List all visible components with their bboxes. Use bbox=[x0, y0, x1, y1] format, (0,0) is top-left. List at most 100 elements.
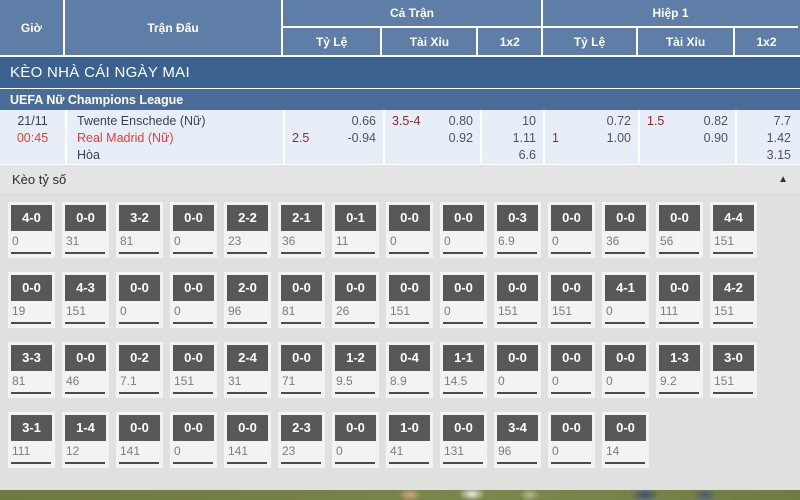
full-handicap-away-odd[interactable]: -0.94 bbox=[347, 131, 377, 145]
half-handicap-home-odd[interactable]: 0.72 bbox=[606, 114, 631, 128]
score-cell[interactable]: 0-0 0 bbox=[170, 272, 217, 328]
score-box[interactable]: 3-2 bbox=[119, 205, 160, 231]
score-box[interactable]: 0-0 bbox=[659, 205, 700, 231]
score-cell[interactable]: 1-1 14.5 bbox=[440, 342, 487, 398]
score-cell[interactable]: 0-0 151 bbox=[548, 272, 595, 328]
score-box[interactable]: 0-0 bbox=[173, 345, 214, 371]
score-cell[interactable]: 0-0 0 bbox=[602, 342, 649, 398]
match-teams-cell[interactable]: Twente Enschede (Nữ) Real Madrid (Nữ) Hò… bbox=[65, 110, 283, 164]
away-team-name[interactable]: Real Madrid (Nữ) bbox=[77, 131, 174, 145]
score-box[interactable]: 3-3 bbox=[11, 345, 52, 371]
score-box[interactable]: 0-0 bbox=[173, 275, 214, 301]
score-box[interactable]: 0-0 bbox=[65, 205, 106, 231]
score-cell[interactable]: 0-0 31 bbox=[62, 202, 109, 258]
score-cell[interactable]: 0-0 71 bbox=[278, 342, 325, 398]
score-box[interactable]: 0-0 bbox=[551, 415, 592, 441]
score-box[interactable]: 0-1 bbox=[335, 205, 376, 231]
full-1x2-odd-3[interactable]: 6.6 bbox=[518, 148, 536, 162]
score-cell[interactable]: 1-0 41 bbox=[386, 412, 433, 468]
score-box[interactable]: 2-2 bbox=[227, 205, 268, 231]
score-box[interactable]: 0-0 bbox=[551, 205, 592, 231]
score-box[interactable]: 0-0 bbox=[281, 345, 322, 371]
score-box[interactable]: 4-4 bbox=[713, 205, 754, 231]
score-box[interactable]: 0-0 bbox=[389, 205, 430, 231]
full-handicap-home-odd[interactable]: 0.66 bbox=[351, 114, 376, 128]
score-cell[interactable]: 2-2 23 bbox=[224, 202, 271, 258]
score-cell[interactable]: 3-2 81 bbox=[116, 202, 163, 258]
league-bar[interactable]: UEFA Nữ Champions League bbox=[0, 89, 800, 110]
score-cell[interactable]: 0-0 0 bbox=[548, 202, 595, 258]
score-cell[interactable]: 4-3 151 bbox=[62, 272, 109, 328]
half-1x2-odd-3[interactable]: 3.15 bbox=[766, 148, 791, 162]
score-box[interactable]: 0-0 bbox=[443, 415, 484, 441]
score-cell[interactable]: 0-0 131 bbox=[440, 412, 487, 468]
score-cell[interactable]: 0-0 46 bbox=[62, 342, 109, 398]
score-box[interactable]: 0-3 bbox=[497, 205, 538, 231]
score-cell[interactable]: 3-3 81 bbox=[8, 342, 55, 398]
full-over-odd[interactable]: 0.80 bbox=[448, 114, 473, 128]
score-box[interactable]: 0-0 bbox=[281, 275, 322, 301]
score-cell[interactable]: 1-2 9.5 bbox=[332, 342, 379, 398]
score-box[interactable]: 0-0 bbox=[551, 345, 592, 371]
score-cell[interactable]: 0-0 14 bbox=[602, 412, 649, 468]
half-handicap-away-odd[interactable]: 1.00 bbox=[606, 131, 631, 145]
half-1x2-odd-2[interactable]: 1.42 bbox=[766, 131, 791, 145]
score-cell[interactable]: 4-1 0 bbox=[602, 272, 649, 328]
score-box[interactable]: 4-3 bbox=[65, 275, 106, 301]
score-cell[interactable]: 2-0 96 bbox=[224, 272, 271, 328]
score-box[interactable]: 1-3 bbox=[659, 345, 700, 371]
score-box[interactable]: 0-0 bbox=[443, 275, 484, 301]
score-box[interactable]: 4-2 bbox=[713, 275, 754, 301]
score-cell[interactable]: 1-4 12 bbox=[62, 412, 109, 468]
score-cell[interactable]: 0-0 151 bbox=[494, 272, 541, 328]
score-box[interactable]: 0-0 bbox=[335, 275, 376, 301]
score-box[interactable]: 4-0 bbox=[11, 205, 52, 231]
full-under-odd[interactable]: 0.92 bbox=[448, 131, 473, 145]
score-cell[interactable]: 0-0 0 bbox=[116, 272, 163, 328]
score-box[interactable]: 0-0 bbox=[443, 205, 484, 231]
score-cell[interactable]: 0-0 36 bbox=[602, 202, 649, 258]
half-1x2-odd-1[interactable]: 7.7 bbox=[773, 114, 791, 128]
score-cell[interactable]: 0-1 11 bbox=[332, 202, 379, 258]
collapse-arrow-icon[interactable]: ▲ bbox=[778, 174, 788, 185]
score-box[interactable]: 0-2 bbox=[119, 345, 160, 371]
score-box[interactable]: 0-0 bbox=[551, 275, 592, 301]
score-cell[interactable]: 4-2 151 bbox=[710, 272, 757, 328]
score-box[interactable]: 0-0 bbox=[335, 415, 376, 441]
score-box[interactable]: 1-1 bbox=[443, 345, 484, 371]
score-cell[interactable]: 0-0 141 bbox=[224, 412, 271, 468]
score-cell[interactable]: 0-0 141 bbox=[116, 412, 163, 468]
score-cell[interactable]: 3-4 96 bbox=[494, 412, 541, 468]
score-box[interactable]: 0-0 bbox=[227, 415, 268, 441]
score-cell[interactable]: 0-0 151 bbox=[170, 342, 217, 398]
full-1x2-odd-1[interactable]: 10 bbox=[522, 114, 536, 128]
score-cell[interactable]: 0-4 8.9 bbox=[386, 342, 433, 398]
score-cell[interactable]: 0-0 56 bbox=[656, 202, 703, 258]
score-cell[interactable]: 0-0 0 bbox=[332, 412, 379, 468]
score-cell[interactable]: 0-0 0 bbox=[440, 272, 487, 328]
score-cell[interactable]: 0-3 6.9 bbox=[494, 202, 541, 258]
score-box[interactable]: 0-0 bbox=[173, 415, 214, 441]
score-box[interactable]: 2-0 bbox=[227, 275, 268, 301]
score-cell[interactable]: 4-4 151 bbox=[710, 202, 757, 258]
score-box[interactable]: 0-0 bbox=[497, 345, 538, 371]
score-box[interactable]: 3-1 bbox=[11, 415, 52, 441]
score-cell[interactable]: 2-4 31 bbox=[224, 342, 271, 398]
score-box[interactable]: 0-0 bbox=[65, 345, 106, 371]
score-cell[interactable]: 4-0 0 bbox=[8, 202, 55, 258]
score-box[interactable]: 0-0 bbox=[119, 275, 160, 301]
score-section-header[interactable]: Kèo tỷ số ▲ bbox=[0, 165, 800, 195]
score-cell[interactable]: 0-0 81 bbox=[278, 272, 325, 328]
score-cell[interactable]: 0-0 0 bbox=[170, 412, 217, 468]
score-box[interactable]: 0-0 bbox=[605, 205, 646, 231]
score-box[interactable]: 0-0 bbox=[389, 275, 430, 301]
score-box[interactable]: 0-0 bbox=[11, 275, 52, 301]
score-box[interactable]: 0-0 bbox=[659, 275, 700, 301]
score-cell[interactable]: 0-0 0 bbox=[170, 202, 217, 258]
score-cell[interactable]: 0-0 0 bbox=[548, 412, 595, 468]
score-box[interactable]: 0-4 bbox=[389, 345, 430, 371]
score-box[interactable]: 2-1 bbox=[281, 205, 322, 231]
half-under-odd[interactable]: 0.90 bbox=[703, 131, 728, 145]
score-cell[interactable]: 2-3 23 bbox=[278, 412, 325, 468]
score-cell[interactable]: 0-0 0 bbox=[548, 342, 595, 398]
